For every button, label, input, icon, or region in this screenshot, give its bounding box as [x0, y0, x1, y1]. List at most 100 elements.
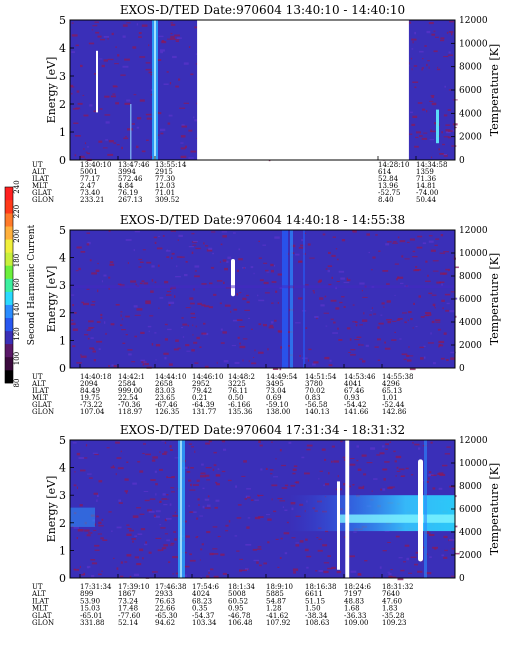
speckle-mark: [409, 367, 416, 371]
ephemeris-value: 60.52: [228, 597, 248, 605]
ephemeris-value: -73.22: [80, 401, 102, 409]
speckle-mark: [203, 322, 206, 325]
speckle-mark: [265, 269, 269, 272]
speckle-mark: [411, 48, 414, 50]
speckle-mark: [442, 307, 444, 310]
speckle-mark: [151, 265, 155, 268]
speckle-mark: [155, 344, 161, 347]
y2-tick-label: 12000: [459, 436, 488, 446]
speckle-mark: [95, 269, 100, 272]
speckle-mark: [373, 313, 377, 315]
speckle-mark: [127, 128, 133, 131]
speckle-mark: [87, 567, 90, 569]
speckle-mark: [399, 240, 406, 243]
speckle-mark: [106, 447, 110, 449]
ephemeris-value: 2952: [192, 380, 210, 388]
colorbar-swatch: [5, 239, 13, 253]
speckle-mark: [284, 484, 289, 487]
speckle-mark: [92, 452, 98, 454]
speckle-mark: [417, 102, 423, 104]
speckle-mark: [370, 309, 372, 312]
y-tick-label: 4: [59, 252, 66, 265]
speckle-mark: [373, 478, 378, 480]
ephemeris-value: 899: [80, 590, 93, 598]
speckle-mark: [449, 485, 455, 488]
speckle-mark: [166, 249, 168, 252]
speckle-mark: [443, 136, 450, 138]
speckle-mark: [347, 485, 351, 488]
speckle-mark: [449, 310, 455, 313]
speckle-mark: [382, 270, 389, 272]
speckle-mark: [213, 293, 217, 296]
ephemeris-row-label: UT: [32, 583, 43, 591]
speckle-mark: [292, 568, 299, 571]
speckle-mark: [164, 518, 167, 522]
speckle-mark: [299, 540, 304, 543]
speckle-mark: [199, 559, 201, 561]
speckle-mark: [130, 280, 137, 283]
speckle-mark: [387, 321, 392, 324]
speckle-mark: [100, 38, 105, 41]
speckle-mark: [127, 262, 129, 264]
speckle-mark: [383, 468, 386, 471]
speckle-mark: [235, 485, 237, 488]
speckle-mark: [112, 85, 118, 88]
speckle-mark: [424, 45, 427, 47]
speckle-mark: [441, 131, 443, 134]
speckle-mark: [104, 321, 106, 324]
speckle-mark: [157, 235, 161, 237]
speckle-mark: [430, 249, 436, 252]
ephemeris-row-label: GLON: [32, 408, 54, 416]
speckle-mark: [447, 54, 453, 56]
ephemeris-value: 1.83: [382, 605, 398, 613]
colorbar-swatch: [5, 317, 13, 332]
speckle-mark: [140, 359, 145, 362]
speckle-mark: [174, 295, 176, 298]
ephemeris-value: 52.84: [378, 175, 399, 183]
ephemeris-value: 14:53:46: [344, 373, 376, 381]
speckle-mark: [425, 480, 429, 483]
speckle-mark: [189, 297, 194, 300]
speckle-mark: [169, 82, 172, 85]
speckle-mark: [204, 498, 210, 501]
speckle-mark: [172, 556, 179, 559]
speckle-mark: [434, 122, 437, 125]
panel-2-speckle: [71, 230, 459, 371]
speckle-mark: [299, 355, 301, 357]
speckle-mark: [237, 336, 240, 339]
speckle-mark: [97, 289, 99, 293]
speckle-mark: [155, 483, 158, 486]
speckle-mark: [206, 504, 211, 507]
speckle-mark: [439, 473, 446, 476]
speckle-mark: [85, 151, 88, 153]
speckle-mark: [439, 153, 444, 155]
speckle-mark: [392, 242, 398, 244]
speckle-mark: [451, 129, 455, 132]
speckle-mark: [359, 324, 363, 326]
speckle-mark: [170, 487, 175, 489]
speckle-mark: [263, 324, 267, 327]
speckle-mark: [422, 108, 426, 111]
speckle-mark: [422, 242, 427, 245]
speckle-mark: [438, 487, 443, 490]
speckle-mark: [136, 563, 142, 566]
speckle-mark: [412, 81, 419, 83]
speckle-mark: [111, 32, 114, 36]
speckle-mark: [181, 317, 184, 319]
white-streak: [418, 459, 423, 562]
speckle-mark: [87, 146, 89, 148]
speckle-mark: [331, 460, 333, 463]
speckle-mark: [406, 359, 412, 362]
speckle-mark: [275, 290, 278, 293]
speckle-mark: [342, 456, 346, 459]
speckle-mark: [80, 354, 82, 356]
speckle-mark: [372, 256, 376, 259]
ephemeris-value: 4041: [344, 380, 362, 388]
ephemeris-row-label: ALT: [31, 380, 46, 388]
speckle-mark: [306, 448, 311, 451]
speckle-mark: [196, 479, 200, 482]
ephemeris-value: 3780: [305, 380, 323, 388]
y2-axis-label: Temperature [K]: [488, 463, 501, 555]
ephemeris-value: 103.34: [192, 619, 217, 627]
speckle-mark: [397, 577, 404, 581]
